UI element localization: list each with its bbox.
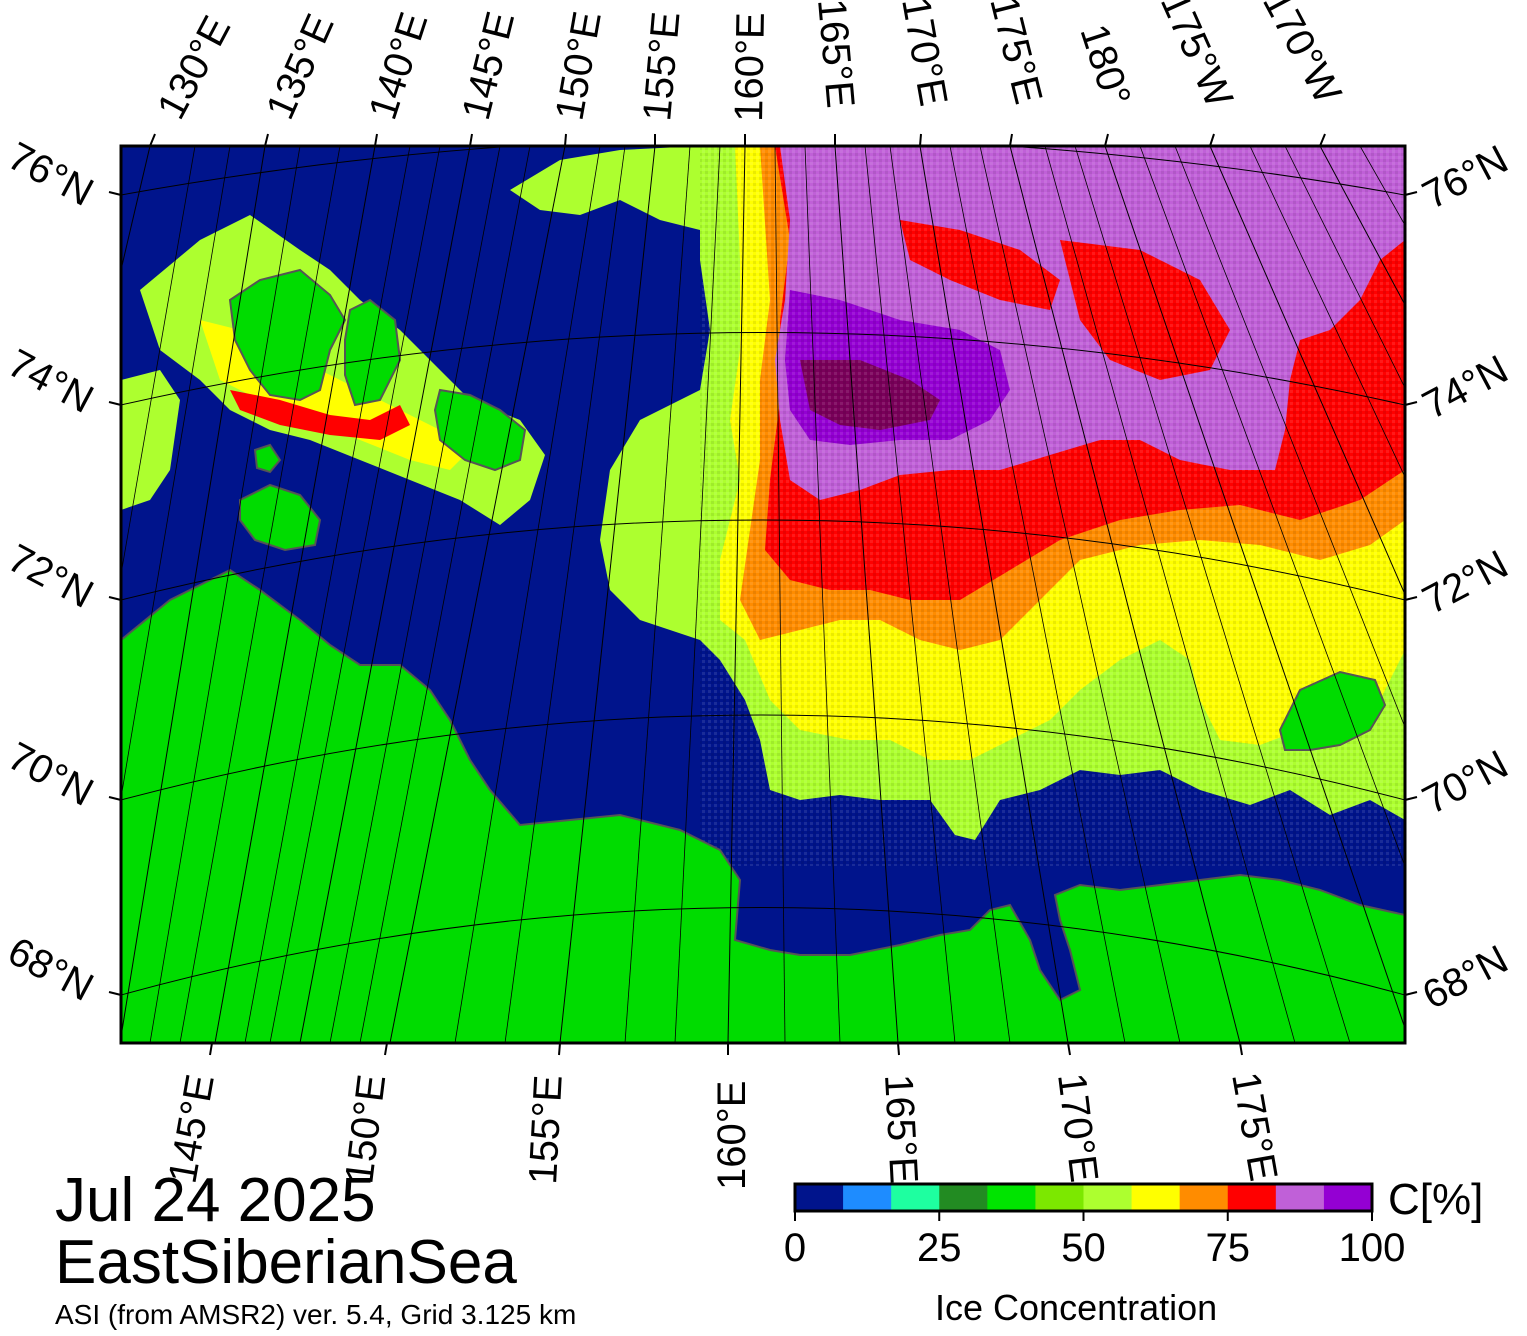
colorbar-cell	[1035, 1184, 1085, 1211]
lon-label-top-165e: 165°E	[809, 0, 862, 110]
meridians	[121, 146, 1405, 1043]
map-date: Jul 24 2025	[55, 1166, 376, 1235]
minor-meridians	[121, 146, 1405, 1043]
parallel-70	[121, 714, 1405, 801]
parallel-74	[121, 332, 1405, 406]
data-source-note: ASI (from AMSR2) ver. 5.4, Grid 3.125 km	[55, 1299, 577, 1330]
graticule	[121, 146, 1405, 1043]
lat-labels-left: 76°N 74°N 72°N 70°N 68°N	[1, 134, 101, 1010]
lon-label-top-155e: 155°E	[635, 10, 688, 123]
lon-label-top-175e: 175°E	[981, 0, 1050, 108]
parallel-76	[121, 146, 1405, 196]
colorbar-cell	[795, 1184, 844, 1211]
colorbar-unit: C[%]	[1388, 1175, 1484, 1224]
lon-label-bottom-155e: 155°E	[521, 1074, 571, 1186]
land-areas	[121, 268, 1405, 1043]
map-content	[121, 146, 1405, 1043]
lon-label-bottom-175e: 175°E	[1223, 1069, 1285, 1184]
mainland-siberia	[121, 568, 1405, 1043]
lon-label-top-140e: 140°E	[361, 7, 437, 125]
lon-label-top-180: 180°	[1071, 19, 1138, 111]
lat-label-left-70: 70°N	[1, 734, 101, 815]
colorbar-cell	[1323, 1184, 1373, 1211]
map-frame	[119, 144, 1407, 1045]
lon-label-top-170e: 170°E	[893, 0, 955, 109]
lat-label-left-76: 76°N	[1, 134, 101, 215]
lat-label-right-68: 68°N	[1416, 937, 1516, 1018]
lon-label-bottom-170e: 170°E	[1049, 1071, 1106, 1185]
sea-ice-field	[121, 146, 1405, 866]
colorbar-tick-label: 25	[917, 1226, 962, 1270]
lon-label-top-170w: 170°W	[1254, 0, 1350, 111]
small-island-1	[253, 443, 282, 474]
colorbar-tick-label: 100	[1339, 1226, 1406, 1270]
lon-label-top-145e: 145°E	[454, 7, 523, 124]
lat-label-left-68: 68°N	[1, 929, 101, 1010]
lat-labels-right: 76°N 74°N 72°N 70°N 68°N	[1416, 137, 1516, 1018]
colorbar-cell	[939, 1184, 988, 1211]
colorbar-cell	[843, 1184, 892, 1211]
lon-label-top-175w: 175°W	[1152, 0, 1241, 114]
lon-labels-top: 130°E 135°E 140°E 145°E 150°E 155°E 160°…	[149, 0, 1349, 126]
wrangel-island	[1278, 670, 1387, 751]
lat-label-right-70: 70°N	[1416, 742, 1516, 823]
ice-west-red	[230, 390, 410, 440]
parallel-68	[121, 907, 1405, 996]
lon-label-bottom-165e: 165°E	[876, 1073, 926, 1185]
colorbar-cell	[1227, 1184, 1277, 1211]
frame-ticks	[108, 133, 1418, 1056]
lat-label-right-76: 76°N	[1416, 137, 1516, 218]
bolshoy-lyakhovsky	[239, 483, 322, 552]
region-name: EastSiberianSea	[55, 1228, 517, 1297]
colorbar-ticks	[794, 1211, 1373, 1221]
colorbar-cell	[1083, 1184, 1133, 1211]
new-siberian-island-2	[344, 298, 402, 407]
lat-label-left-72: 72°N	[1, 536, 101, 617]
lat-label-right-74: 74°N	[1416, 347, 1516, 428]
colorbar-tick-label: 50	[1061, 1226, 1106, 1270]
parallel-72	[121, 519, 1405, 601]
lon-label-top-160e: 160°E	[727, 12, 773, 122]
colorbar: 0 25 50 75 100	[784, 1182, 1406, 1270]
colorbar-tick-label: 75	[1206, 1226, 1251, 1270]
lon-label-top-130e: 130°E	[149, 9, 239, 126]
new-siberian-island-3	[433, 388, 527, 472]
lat-label-right-72: 72°N	[1416, 542, 1516, 623]
colorbar-title: Ice Concentration	[935, 1287, 1218, 1328]
colorbar-tick-label: 0	[784, 1226, 806, 1270]
lat-label-left-74: 74°N	[1, 341, 101, 422]
colorbar-tick-labels: 0 25 50 75 100	[784, 1226, 1406, 1270]
colorbar-cell	[1179, 1184, 1229, 1211]
lon-label-top-135e: 135°E	[258, 8, 343, 126]
colorbar-cell	[1275, 1184, 1325, 1211]
lon-label-top-150e: 150°E	[548, 8, 610, 123]
colorbar-cell	[987, 1184, 1037, 1211]
ice-west-edge	[121, 370, 180, 510]
colorbar-cell	[891, 1184, 940, 1211]
colorbar-cells	[795, 1184, 1373, 1211]
lon-label-bottom-160e: 160°E	[710, 1081, 754, 1190]
colorbar-cell	[1131, 1184, 1181, 1211]
